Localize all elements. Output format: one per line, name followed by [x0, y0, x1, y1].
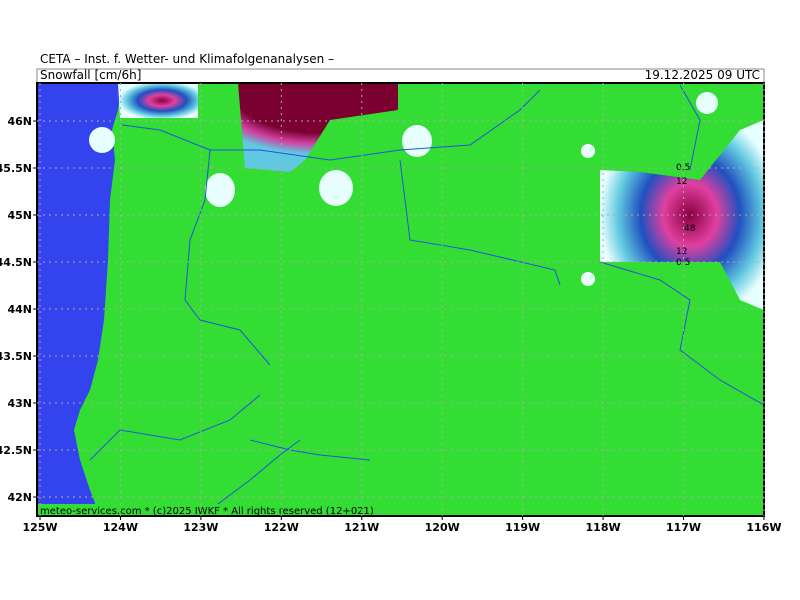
lon-tick-label: 117W [666, 521, 701, 534]
lat-tick-label: 43N [7, 397, 32, 410]
lon-tick-label: 116W [746, 521, 781, 534]
footer: meteo-services.com * (c)2025 IWKF * All … [40, 506, 374, 517]
lat-tick-label: 44.5N [0, 256, 32, 269]
lon-tick-label: 123W [183, 521, 218, 534]
contour-label: 48 [684, 224, 696, 234]
lon-tick-label: 125W [22, 521, 57, 534]
footer-bar [37, 504, 764, 516]
lat-tick-label: 44N [7, 303, 32, 316]
lon-tick-label: 120W [425, 521, 460, 534]
title: CETA – Inst. f. Wetter- und Klimafolgena… [40, 52, 334, 66]
lat-tick-label: 45.5N [0, 162, 32, 175]
snow-patch [696, 92, 718, 114]
lat-tick-label: 46N [7, 115, 32, 128]
lon-tick-label: 118W [586, 521, 621, 534]
ocean [37, 83, 122, 516]
snow-top [238, 83, 398, 172]
rivers [89, 84, 764, 511]
map-area [37, 83, 764, 516]
lat-tick-label: 42N [7, 491, 32, 504]
lon-tick-label: 124W [103, 521, 138, 534]
lon-tick-label: 121W [344, 521, 379, 534]
lon-tick-label: 119W [505, 521, 540, 534]
contour-label: 12 [676, 177, 687, 187]
snow-patch [402, 125, 432, 157]
snow-patch [205, 173, 235, 207]
lat-tick-label: 43.5N [0, 350, 32, 363]
snow-patch [581, 272, 595, 286]
snow-patch [89, 127, 115, 153]
snow-nw [118, 83, 198, 118]
lat-tick-label: 45N [7, 209, 32, 222]
lon-tick-label: 122W [264, 521, 299, 534]
variable: Snowfall [cm/6h] [40, 68, 141, 82]
land [37, 83, 764, 516]
snow-patch [581, 144, 595, 158]
contour-label: 12 [676, 247, 687, 257]
valid-time: 19.12.2025 09 UTC [645, 68, 760, 82]
lat-tick-label: 42.5N [0, 444, 32, 457]
snow-patch [319, 170, 353, 206]
